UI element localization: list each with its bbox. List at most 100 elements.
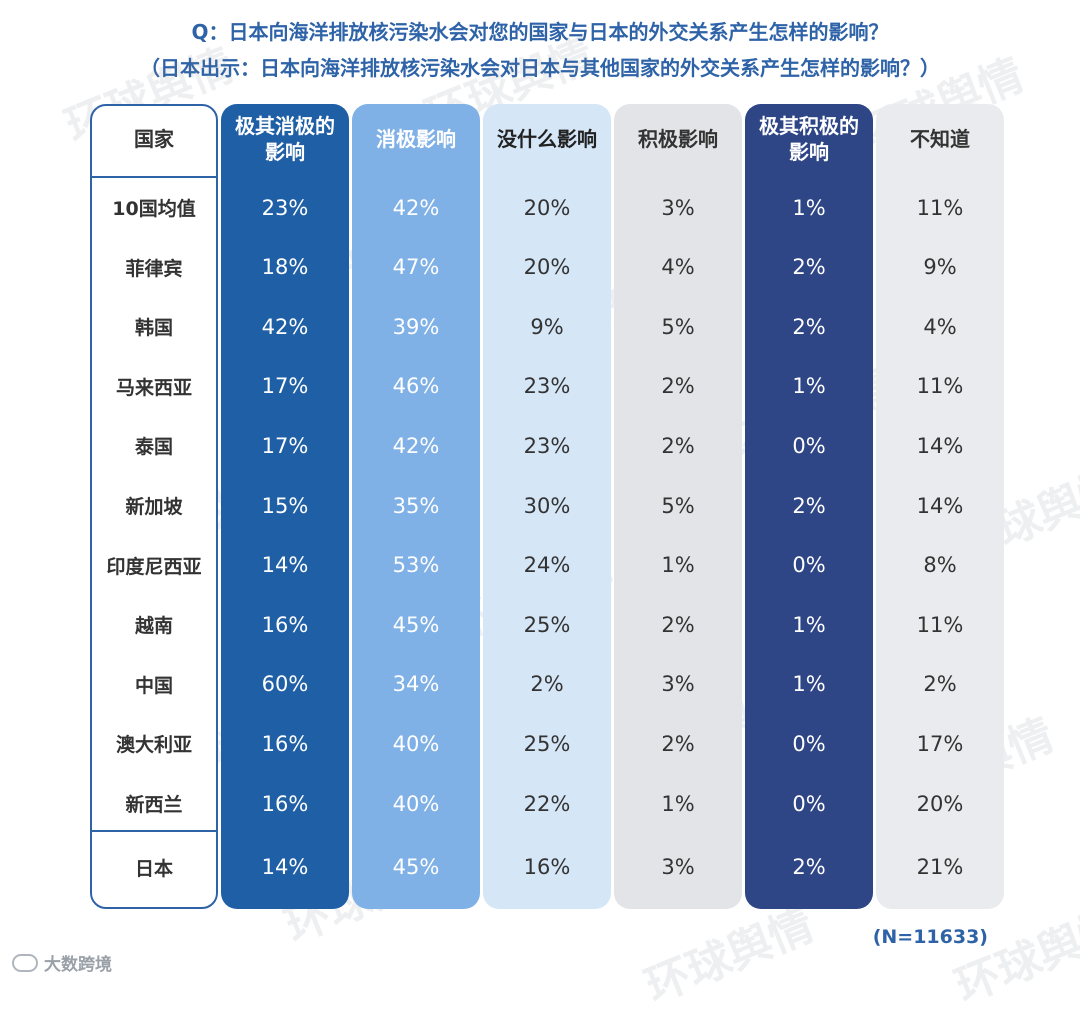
column-header: 没什么影响 [497, 127, 597, 151]
country-label: 新加坡 [125, 496, 183, 518]
value-cell: 16% [261, 612, 309, 637]
column-background-4 [614, 104, 742, 909]
value-cell: 5% [661, 493, 695, 518]
value-cell: 9% [923, 255, 957, 280]
value-cell: 42% [261, 314, 309, 339]
country-label: 韩国 [134, 317, 173, 340]
chart-title: Q：日本向海洋排放核污染水会对您的国家与日本的外交关系产生怎样的影响？ （日本出… [0, 14, 1080, 86]
country-label: 新西兰 [125, 794, 183, 816]
value-cell: 2% [923, 672, 957, 697]
value-cell: 2% [792, 493, 826, 518]
value-cell: 46% [392, 374, 440, 399]
value-cell: 45% [392, 855, 440, 880]
value-cell: 14% [261, 553, 309, 578]
value-cell: 16% [261, 731, 309, 756]
japan-question-text: （日本出示：日本向海洋排放核污染水会对日本与其他国家的外交关系产生怎样的影响？） [140, 56, 940, 80]
value-cell: 14% [916, 433, 964, 458]
value-cell: 3% [661, 195, 695, 220]
value-cell: 1% [792, 612, 826, 637]
source-text: 大数跨境 [44, 955, 112, 975]
sample-size-note: (N=11633) [872, 926, 988, 948]
value-cell: 14% [916, 493, 964, 518]
value-cell: 4% [923, 314, 957, 339]
value-cell: 4% [661, 255, 695, 280]
question-text: Q：日本向海洋排放核污染水会对您的国家与日本的外交关系产生怎样的影响？ [191, 20, 889, 44]
value-cell: 11% [916, 612, 964, 637]
value-cell: 24% [523, 553, 571, 578]
country-label: 越南 [134, 615, 173, 638]
value-cell: 1% [661, 791, 695, 816]
country-label: 澳大利亚 [115, 734, 192, 757]
value-cell: 16% [523, 855, 571, 880]
country-label: 马来西亚 [115, 376, 192, 399]
value-cell: 2% [792, 255, 826, 280]
value-cell: 9% [530, 314, 564, 339]
value-cell: 40% [392, 791, 440, 816]
value-cell: 14% [261, 855, 309, 880]
column-background-2 [352, 104, 480, 909]
value-cell: 2% [530, 672, 564, 697]
value-cell: 47% [392, 255, 440, 280]
source-logo: 大数跨境 [12, 950, 112, 975]
column-header: 极其积极的影响 [759, 114, 859, 164]
value-cell: 60% [261, 672, 309, 697]
value-cell: 17% [916, 731, 964, 756]
value-cell: 35% [392, 493, 440, 518]
country-label: 中国 [134, 674, 173, 697]
value-cell: 25% [523, 612, 571, 637]
value-cell: 20% [523, 195, 571, 220]
value-cell: 25% [523, 731, 571, 756]
value-cell: 42% [392, 195, 440, 220]
value-cell: 42% [392, 433, 440, 458]
value-cell: 17% [261, 433, 309, 458]
source-icon [12, 953, 38, 972]
value-cell: 20% [916, 791, 964, 816]
value-cell: 34% [392, 672, 440, 697]
value-cell: 45% [392, 612, 440, 637]
column-background-1 [221, 104, 349, 909]
value-cell: 23% [523, 433, 571, 458]
country-label: 日本 [134, 857, 173, 880]
value-cell: 3% [661, 855, 695, 880]
value-cell: 30% [523, 493, 571, 518]
country-label: 10国均值 [112, 198, 196, 220]
value-cell: 11% [916, 374, 964, 399]
value-cell: 0% [792, 791, 826, 816]
value-cell: 11% [916, 195, 964, 220]
value-cell: 1% [661, 553, 695, 578]
country-label: 印度尼西亚 [106, 555, 202, 578]
column-header: 国家 [134, 127, 174, 151]
column-background-3 [483, 104, 611, 909]
value-cell: 0% [792, 731, 826, 756]
value-cell: 3% [661, 672, 695, 697]
column-header: 极其消极的影响 [235, 114, 335, 164]
value-cell: 1% [792, 672, 826, 697]
column-background-5 [745, 104, 873, 909]
value-cell: 22% [523, 791, 571, 816]
value-cell: 8% [923, 553, 957, 578]
value-cell: 2% [661, 612, 695, 637]
value-cell: 23% [523, 374, 571, 399]
value-cell: 1% [792, 195, 826, 220]
value-cell: 40% [392, 731, 440, 756]
country-label: 菲律宾 [125, 257, 183, 280]
value-cell: 1% [792, 374, 826, 399]
country-divider [90, 176, 218, 178]
value-cell: 5% [661, 314, 695, 339]
value-cell: 2% [792, 314, 826, 339]
value-cell: 0% [792, 553, 826, 578]
value-cell: 20% [523, 255, 571, 280]
value-cell: 0% [792, 433, 826, 458]
value-cell: 18% [261, 255, 309, 280]
value-cell: 15% [261, 493, 309, 518]
value-cell: 17% [261, 374, 309, 399]
country-label: 泰国 [134, 436, 173, 459]
value-cell: 16% [261, 791, 309, 816]
value-cell: 39% [392, 314, 440, 339]
column-background-6 [876, 104, 1004, 909]
value-cell: 23% [261, 195, 309, 220]
value-cell: 21% [916, 855, 964, 880]
value-cell: 2% [661, 433, 695, 458]
value-cell: 2% [661, 731, 695, 756]
country-column-box [90, 104, 218, 909]
